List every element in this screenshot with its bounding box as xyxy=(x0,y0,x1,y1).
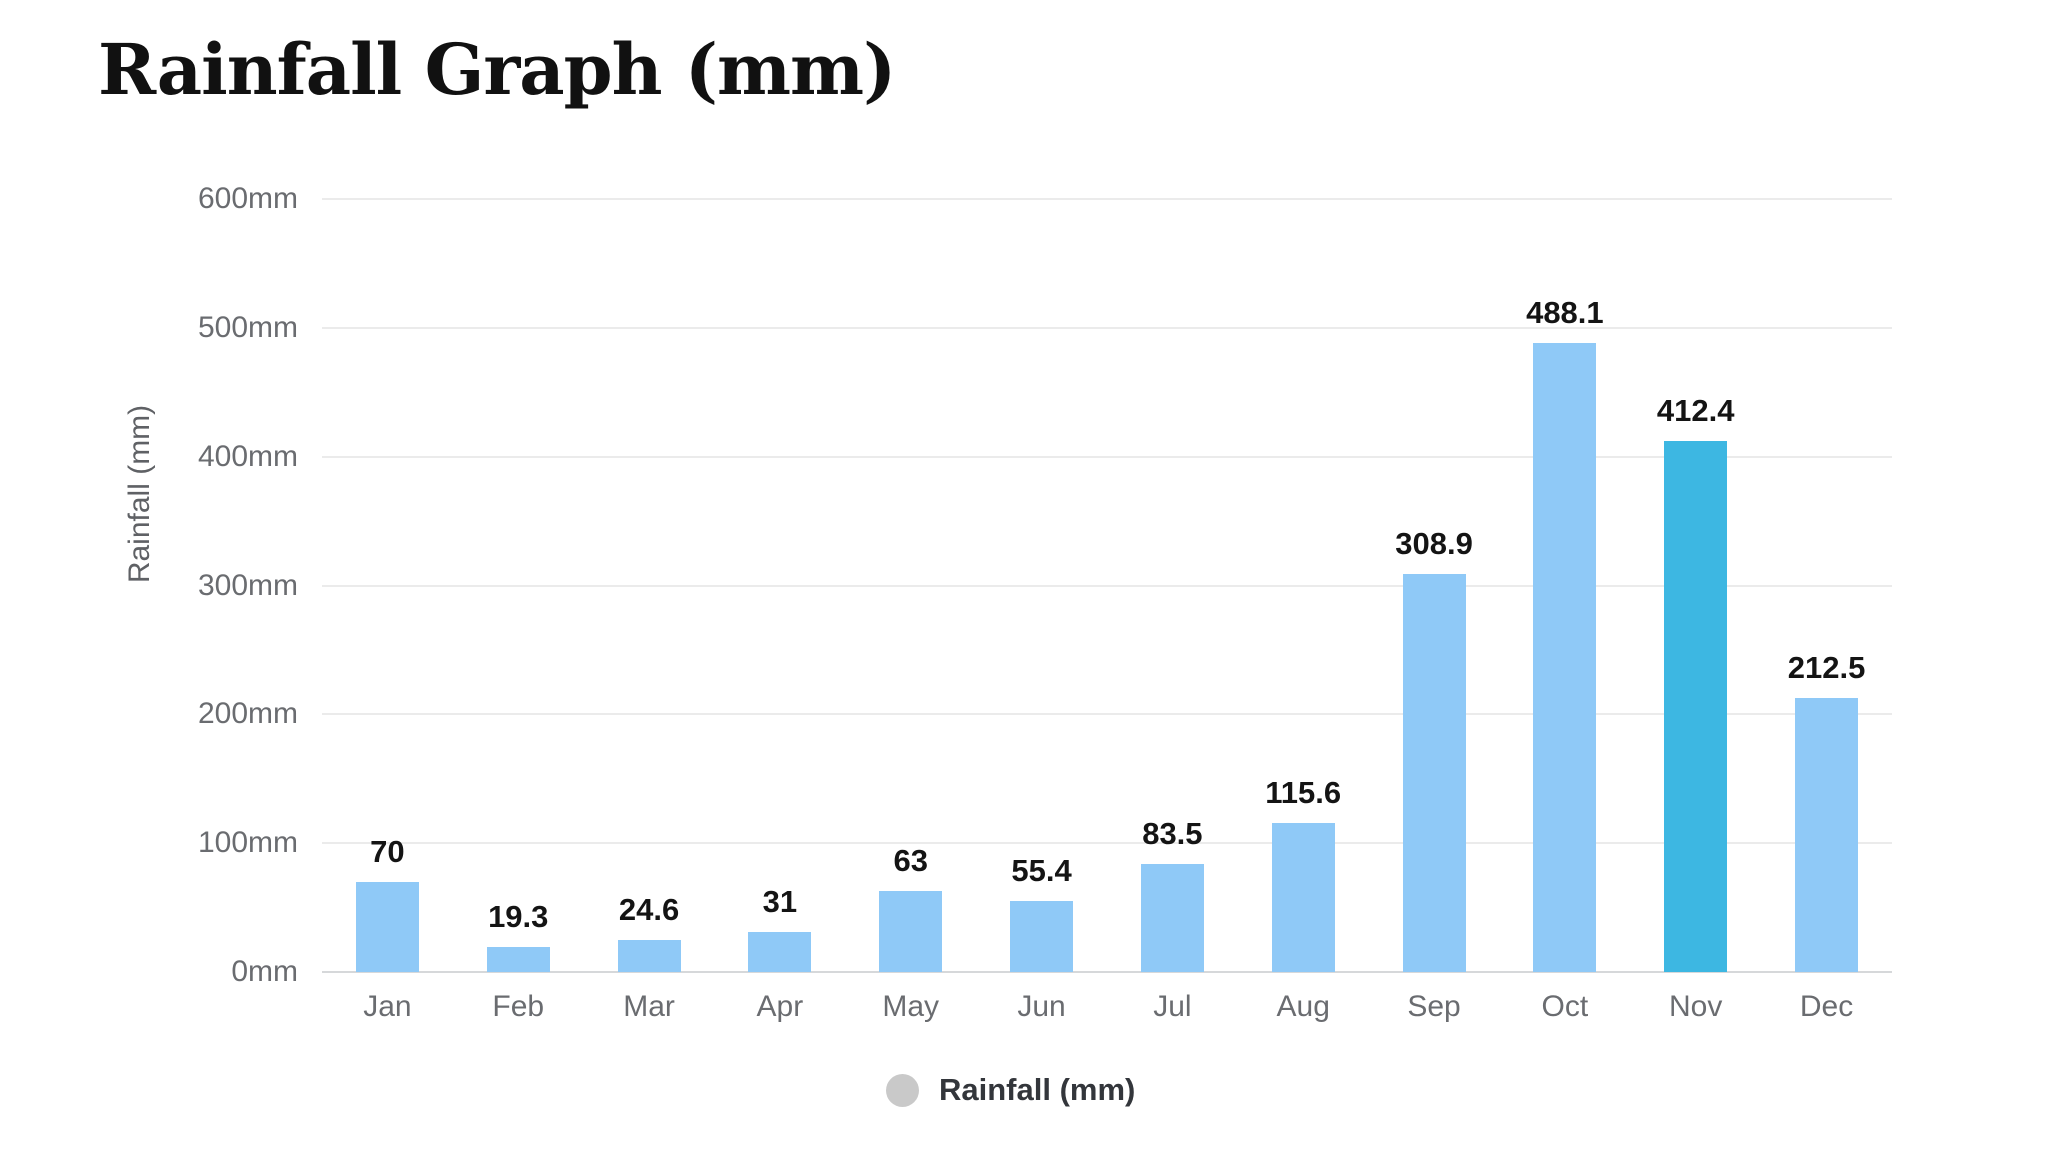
x-tick-label-may: May xyxy=(882,990,940,1023)
bar-apr[interactable] xyxy=(748,932,812,972)
x-axis-line xyxy=(322,971,1892,973)
bar-jul[interactable] xyxy=(1140,864,1204,972)
x-tick-label-feb: Feb xyxy=(492,990,545,1023)
y-tick-label: 300mm xyxy=(197,568,298,602)
gridline xyxy=(322,198,1892,200)
bar-oct[interactable] xyxy=(1533,343,1597,972)
bar-column-mar: 24.6 xyxy=(584,199,715,972)
y-tick-label: 0mm xyxy=(231,955,298,988)
bar-jun[interactable] xyxy=(1010,900,1074,972)
x-tick-label-nov: Nov xyxy=(1669,990,1723,1023)
y-tick-label: 100mm xyxy=(197,826,298,860)
legend-label: Rainfall (mm) xyxy=(939,1072,1136,1107)
gridline xyxy=(322,842,1892,845)
bar-dec[interactable] xyxy=(1795,698,1859,972)
bar-feb[interactable] xyxy=(486,947,550,972)
bar-mar[interactable] xyxy=(617,940,681,972)
bar-sep[interactable] xyxy=(1402,574,1466,972)
x-tick-label-sep: Sep xyxy=(1407,990,1461,1023)
gridline xyxy=(322,455,1892,458)
bar-column-oct: 488.1 xyxy=(1499,199,1630,972)
bar-column-jan: 70 xyxy=(322,199,453,972)
x-tick-label-mar: Mar xyxy=(623,990,675,1023)
bar-column-jul: 83.5 xyxy=(1107,199,1238,972)
bar-aug[interactable] xyxy=(1271,823,1335,972)
x-tick-label-jun: Jun xyxy=(1017,990,1066,1023)
gridline xyxy=(322,713,1892,716)
x-tick-label-dec: Dec xyxy=(1799,990,1854,1023)
y-tick-label: 400mm xyxy=(197,439,298,473)
bar-value-label: 212.5 xyxy=(1787,650,1866,686)
y-tick-label: 200mm xyxy=(197,697,298,731)
bar-value-label: 55.4 xyxy=(1011,852,1072,888)
x-tick-label-oct: Oct xyxy=(1541,990,1589,1023)
plot-area xyxy=(322,198,1892,973)
bar-column-feb: 19.3 xyxy=(453,199,584,972)
x-tick-label-aug: Aug xyxy=(1276,990,1330,1023)
legend[interactable]: Rainfall (mm) xyxy=(886,1072,1135,1108)
x-tick-label-jul: Jul xyxy=(1153,990,1192,1023)
y-tick-label: 500mm xyxy=(197,310,298,344)
bar-column-sep: 308.9 xyxy=(1369,199,1500,972)
bar-column-nov: 412.4 xyxy=(1630,199,1761,972)
bar-column-dec: 212.5 xyxy=(1761,199,1892,972)
bar-column-apr: 31 xyxy=(714,199,845,972)
x-tick-label-jan: Jan xyxy=(363,990,412,1023)
gridline xyxy=(322,326,1892,329)
bar-value-label: 83.5 xyxy=(1142,816,1203,852)
y-axis-title: Rainfall (mm) xyxy=(123,404,157,584)
y-tick-label: 600mm xyxy=(197,182,298,215)
bar-value-label: 70 xyxy=(370,833,405,869)
bar-value-label: 24.6 xyxy=(618,892,680,928)
bar-value-label: 63 xyxy=(893,842,928,878)
bars-row: 70 19.3 24.6 31 63 55.4 83.5 115.6 308.9 488.1 412… xyxy=(322,199,1892,972)
bar-jan[interactable] xyxy=(355,881,419,972)
bar-may[interactable] xyxy=(879,890,943,972)
bar-nov[interactable] xyxy=(1664,440,1728,972)
bar-value-label: 488.1 xyxy=(1526,295,1604,331)
bar-value-label: 19.3 xyxy=(488,899,549,935)
page-title: Rainfall Graph (mm) xyxy=(98,28,896,111)
bar-column-jun: 55.4 xyxy=(976,199,1107,972)
bar-value-label: 31 xyxy=(762,884,798,920)
x-axis-tick-labels: Jan Feb Mar Apr May Jun Jul Aug Sep Oct Nov Dec xyxy=(322,990,1892,1024)
bar-value-label: 308.9 xyxy=(1395,526,1473,562)
x-tick-label-apr: Apr xyxy=(756,990,804,1023)
bar-value-label: 412.4 xyxy=(1656,392,1735,428)
bar-column-aug: 115.6 xyxy=(1238,199,1369,972)
legend-marker-icon xyxy=(886,1073,919,1107)
bar-value-label: 115.6 xyxy=(1265,775,1342,811)
bar-column-may: 63 xyxy=(845,199,976,972)
gridline xyxy=(322,584,1892,587)
